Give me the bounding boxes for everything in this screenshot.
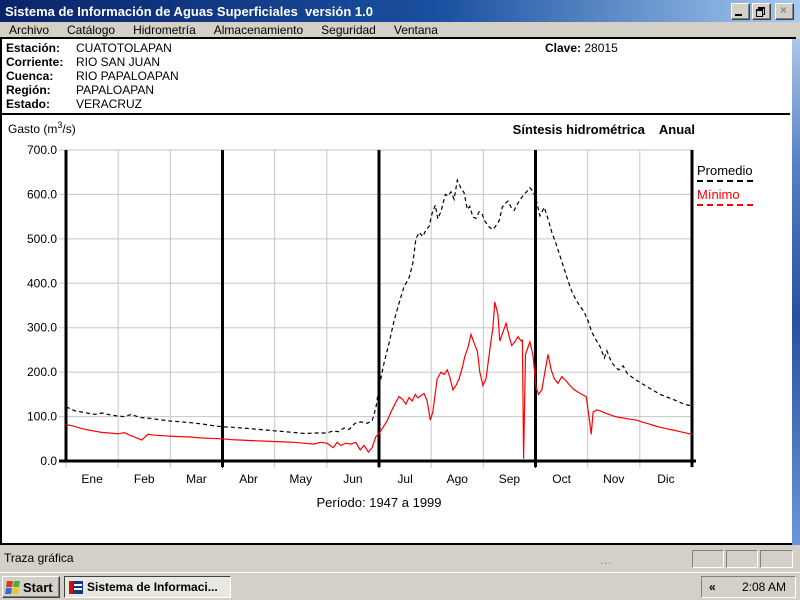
menu-item-archivo[interactable]: Archivo <box>9 22 50 37</box>
legend-item-promedio: Promedio <box>697 163 753 182</box>
window-title: Sistema de Información de Aguas Superfic… <box>5 3 373 19</box>
menu-bar: Archivo Catálogo Hidrometría Almacenamiento… <box>0 22 800 37</box>
station-info-row: Estación: CUATOTOLAPAN <box>6 41 179 55</box>
menu-item-hidrometria[interactable]: Hidrometría <box>133 22 196 37</box>
close-button[interactable]: × <box>775 3 794 20</box>
station-info-label: Corriente: <box>6 55 64 69</box>
menu-item-ventana[interactable]: Ventana <box>393 22 438 37</box>
chart-legend: Promedio Mínimo <box>697 163 753 211</box>
y-axis-title: Gasto (m3/s) <box>8 120 76 136</box>
menu-item-almacenamiento[interactable]: Almacenamiento <box>213 22 304 37</box>
legend-line-sample <box>697 204 753 206</box>
station-info-label: Estado: <box>6 97 51 111</box>
station-info-row: Cuenca: RIO PAPALOAPAN <box>6 69 179 83</box>
minimize-button[interactable] <box>731 3 750 20</box>
station-info-value: PAPALOAPAN <box>76 83 155 97</box>
taskbar-task-button[interactable]: Sistema de Informaci... <box>64 576 231 598</box>
minimize-icon <box>735 14 742 16</box>
clave-label: Clave: <box>545 41 582 55</box>
restore-button[interactable] <box>752 3 771 20</box>
station-info: Estación: CUATOTOLAPAN Corriente: RIO SAN J… <box>6 41 179 111</box>
station-info-row: Corriente: RIO SAN JUAN <box>6 55 179 69</box>
station-info-value: RIO SAN JUAN <box>76 55 161 69</box>
restore-icon <box>756 7 765 17</box>
period-label: Período: 1947 a 1999 <box>316 495 442 510</box>
legend-item-minimo: Mínimo <box>697 187 753 206</box>
station-info-value: RIO PAPALOAPAN <box>76 69 179 83</box>
legend-line-sample <box>697 180 753 182</box>
window-controls: × <box>731 3 794 20</box>
station-clave: Clave: 28015 <box>545 41 618 55</box>
tray-chevron-button[interactable]: « <box>709 580 716 594</box>
statusbar-panel-3 <box>760 550 793 568</box>
chart-title-main: Síntesis hidrométrica <box>512 122 645 137</box>
start-button-label: Start <box>23 579 53 595</box>
window-titlebar: Sistema de Información de Aguas Superfic… <box>0 0 800 22</box>
close-icon: × <box>779 3 787 17</box>
header-separator <box>2 113 790 115</box>
menu-item-catalogo[interactable]: Catálogo <box>67 22 116 37</box>
chart-title: Síntesis hidrométrica Anual <box>395 122 695 137</box>
task-button-label: Sistema de Informaci... <box>87 580 218 594</box>
station-info-row: Estado: VERACRUZ <box>6 97 179 111</box>
chart-title-sub: Anual <box>658 122 695 137</box>
statusbar-panel-2 <box>726 550 758 568</box>
start-button[interactable]: Start <box>2 576 60 598</box>
statusbar-panel-1 <box>692 550 724 568</box>
statusbar-grip-dots: ... <box>600 555 613 567</box>
menu-item-seguridad[interactable]: Seguridad <box>321 22 376 37</box>
legend-label: Mínimo <box>697 187 740 202</box>
clave-value: 28015 <box>584 41 618 55</box>
station-info-row: Región: PAPALOAPAN <box>6 83 179 97</box>
status-bar: Traza gráfica ... <box>0 545 800 572</box>
station-info-label: Estación: <box>6 41 61 55</box>
system-tray: « 2:08 AM <box>701 576 796 598</box>
taskbar: Start Sistema de Informaci... « 2:08 AM <box>0 572 800 600</box>
background-window-edge <box>792 39 800 545</box>
taskbar-clock[interactable]: 2:08 AM <box>741 580 786 594</box>
legend-label: Promedio <box>697 163 753 178</box>
app-icon <box>69 580 83 594</box>
station-info-value: CUATOTOLAPAN <box>76 41 172 55</box>
station-info-label: Región: <box>6 83 51 97</box>
station-info-label: Cuenca: <box>6 69 54 83</box>
status-text: Traza gráfica <box>4 551 74 565</box>
station-info-value: VERACRUZ <box>76 97 143 111</box>
windows-logo-icon <box>5 580 20 594</box>
